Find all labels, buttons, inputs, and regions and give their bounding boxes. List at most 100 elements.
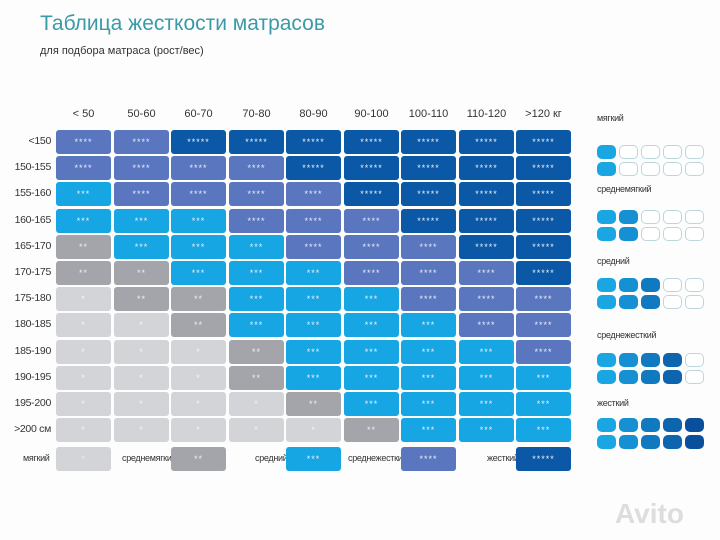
table-cell: ***** <box>344 182 399 207</box>
scale-label: среднемягкий <box>597 184 652 194</box>
table-cell: ***** <box>229 130 284 154</box>
scale-block <box>641 210 660 224</box>
scale-block <box>663 162 682 176</box>
row-header: 150-155 <box>14 161 52 174</box>
row-header: 180-185 <box>14 318 52 331</box>
table-cell: *** <box>401 313 456 338</box>
table-cell: * <box>56 313 111 338</box>
scale-label: среднежесткий <box>597 330 657 340</box>
scale-block <box>619 353 638 367</box>
scale-block <box>641 278 660 292</box>
legend-label: жесткий <box>487 453 519 463</box>
table-cell: ***** <box>344 130 399 154</box>
table-cell: **** <box>171 182 226 207</box>
table-cell: ***** <box>459 130 514 154</box>
table-cell: *** <box>516 418 571 443</box>
table-cell: * <box>56 339 111 364</box>
table-cell: * <box>56 365 111 390</box>
table-cell: *** <box>171 208 226 233</box>
table-cell: *** <box>229 287 284 312</box>
table-cell: ** <box>56 234 111 259</box>
table-cell: ***** <box>459 182 514 207</box>
scale-block <box>663 278 682 292</box>
table-cell: *** <box>344 365 399 390</box>
scale-block <box>619 145 638 159</box>
table-cell: *** <box>286 287 341 312</box>
scale-block <box>619 370 638 384</box>
table-cell: **** <box>229 156 284 181</box>
column-header: < 50 <box>72 108 95 120</box>
scale-block <box>685 435 704 449</box>
table-cell: ** <box>114 261 169 285</box>
table-cell: **** <box>516 287 571 312</box>
table-cell: *** <box>516 365 571 390</box>
table-cell: *** <box>401 418 456 443</box>
scale-block <box>619 227 638 241</box>
legend-label: средний <box>255 453 288 463</box>
table-cell: ** <box>171 313 226 338</box>
legend-label: мягкий <box>23 453 50 463</box>
table-cell: ** <box>114 287 169 312</box>
column-header: 100-110 <box>408 108 449 120</box>
table-cell: * <box>56 287 111 312</box>
column-header: >120 кг <box>525 108 562 120</box>
table-cell: **** <box>459 287 514 312</box>
table-cell: **** <box>401 287 456 312</box>
scale-block <box>685 370 704 384</box>
scale-block <box>641 418 660 432</box>
scale-block <box>663 295 682 309</box>
table-cell: ** <box>344 418 399 443</box>
legend-label: среднежесткий <box>348 453 408 463</box>
scale-block <box>597 145 616 159</box>
scale-block <box>641 370 660 384</box>
table-cell: ** <box>56 261 111 285</box>
table-cell: **** <box>114 156 169 181</box>
row-header: 175-180 <box>14 292 52 305</box>
table-cell: * <box>114 313 169 338</box>
scale-block <box>641 145 660 159</box>
page-subtitle: для подбора матраса (рост/вес) <box>40 45 204 57</box>
avito-watermark: Avito <box>615 498 684 529</box>
column-header: 90-100 <box>354 108 389 120</box>
scale-block <box>641 295 660 309</box>
row-header: 155-160 <box>14 187 52 200</box>
table-cell: *** <box>171 261 226 285</box>
table-cell: **** <box>56 156 111 181</box>
scale-label: мягкий <box>597 113 624 123</box>
table-cell: *** <box>401 339 456 364</box>
table-cell: * <box>171 392 226 416</box>
row-header: 190-195 <box>14 370 52 383</box>
table-cell: ***** <box>286 130 341 154</box>
table-cell: ***** <box>401 208 456 233</box>
table-cell: ***** <box>516 130 571 154</box>
table-cell: *** <box>459 392 514 416</box>
table-cell: * <box>114 365 169 390</box>
scale-block <box>685 295 704 309</box>
table-cell: ***** <box>286 156 341 181</box>
scale-block <box>619 278 638 292</box>
table-cell: **** <box>56 130 111 154</box>
table-cell: * <box>56 418 111 443</box>
table-cell: * <box>229 418 284 443</box>
scale-block <box>641 435 660 449</box>
scale-block <box>641 353 660 367</box>
scale-block <box>619 418 638 432</box>
row-header: 160-165 <box>14 213 52 226</box>
scale-block <box>685 278 704 292</box>
table-cell: **** <box>114 130 169 154</box>
scale-block <box>685 418 704 432</box>
table-cell: **** <box>114 182 169 207</box>
scale-block <box>663 145 682 159</box>
table-cell: **** <box>286 182 341 207</box>
table-cell: *** <box>459 418 514 443</box>
table-cell: *** <box>171 234 226 259</box>
table-cell: **** <box>344 208 399 233</box>
row-header: >200 см <box>14 423 51 436</box>
table-cell: *** <box>56 208 111 233</box>
table-cell: *** <box>114 208 169 233</box>
table-cell: **** <box>516 339 571 364</box>
table-cell: **** <box>516 313 571 338</box>
column-header: 110-120 <box>466 108 507 120</box>
scale-block <box>597 370 616 384</box>
